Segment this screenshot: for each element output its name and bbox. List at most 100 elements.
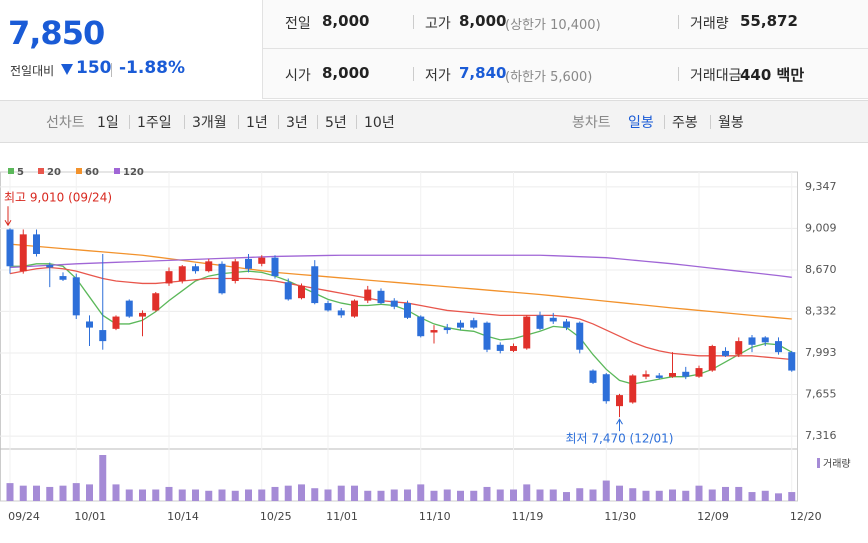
candle-body xyxy=(298,285,305,299)
volume-bar xyxy=(218,489,226,501)
candle-body xyxy=(536,315,544,329)
volume-bar xyxy=(72,483,80,501)
candle-body xyxy=(324,303,332,311)
tab[interactable]: 3년 xyxy=(286,115,308,131)
tab[interactable]: 주봉 xyxy=(672,115,698,131)
volume-bar xyxy=(602,480,610,501)
summary-label: 전일 xyxy=(285,16,311,32)
volume-bar xyxy=(364,490,372,501)
candle-body xyxy=(19,234,27,272)
candle-body xyxy=(205,261,213,272)
summary-label: 저가 xyxy=(425,68,451,84)
tab[interactable]: 5년 xyxy=(325,115,347,131)
x-tick-label: 09/24 xyxy=(8,510,40,523)
summary-label: 거래량 xyxy=(690,16,729,32)
volume-bar xyxy=(708,489,716,501)
divider xyxy=(413,67,414,81)
ma-line xyxy=(9,254,792,278)
candle-body xyxy=(125,300,133,317)
tab[interactable]: 10년 xyxy=(364,115,395,131)
volume-bar xyxy=(192,489,199,501)
annotation-high: 최고 9,010 (09/24) xyxy=(4,191,112,205)
volume-bar xyxy=(125,489,133,501)
candle-body xyxy=(470,320,478,328)
volume-bar xyxy=(775,493,782,501)
volume-bar xyxy=(748,492,756,501)
candle-body xyxy=(152,293,160,311)
y-tick-label: 7,316 xyxy=(805,429,837,442)
candle-body xyxy=(351,300,358,317)
volume-bar xyxy=(19,485,27,501)
tab[interactable]: 일봉 xyxy=(628,115,654,131)
candle-body xyxy=(245,258,252,269)
down-icon xyxy=(61,64,73,75)
volume-bar xyxy=(510,489,517,501)
volume-bar xyxy=(324,489,332,501)
x-tick-label: 11/10 xyxy=(419,510,451,523)
volume-bar xyxy=(178,489,186,501)
legend-swatch xyxy=(8,168,14,174)
candle-body xyxy=(669,373,676,377)
summary-note: (상한가 10,400) xyxy=(505,18,601,33)
candle-body xyxy=(748,337,756,345)
candle-body xyxy=(616,395,623,407)
volume-bar xyxy=(589,489,597,501)
volume-bar xyxy=(682,490,690,501)
candle-body xyxy=(364,289,372,301)
divider xyxy=(413,15,414,29)
candle-body xyxy=(496,344,504,351)
volume-bar xyxy=(152,489,160,501)
tab[interactable]: 1일 xyxy=(97,115,119,131)
volume-bar xyxy=(6,483,14,501)
candle-body xyxy=(46,265,54,268)
volume-bar xyxy=(46,486,54,501)
candle-body xyxy=(483,322,491,350)
divider xyxy=(356,115,357,129)
candle-body xyxy=(655,375,663,378)
volume-bar xyxy=(457,490,464,501)
legend-label: 120 xyxy=(123,167,144,178)
y-tick-label: 8,332 xyxy=(805,304,837,317)
legend-swatch xyxy=(76,168,82,174)
volume-bar xyxy=(563,492,570,501)
ma-line xyxy=(9,243,792,320)
change-label: 전일대비 xyxy=(10,64,55,78)
candle-body xyxy=(682,371,690,377)
legend-label: 20 xyxy=(47,167,61,178)
tab[interactable]: 1년 xyxy=(246,115,268,131)
candle-body xyxy=(589,370,597,383)
volume-bar xyxy=(298,484,305,501)
volume-bar xyxy=(59,485,67,501)
tab[interactable]: 1주일 xyxy=(137,115,172,131)
candle-body xyxy=(735,341,743,355)
x-tick-label: 10/14 xyxy=(167,510,199,523)
volume-bar xyxy=(86,484,93,501)
divider xyxy=(278,115,279,129)
summary-label: 거래대금 xyxy=(690,68,742,84)
divider xyxy=(710,115,711,129)
legend-swatch xyxy=(114,168,120,174)
volume-bar xyxy=(470,490,478,501)
candle-body xyxy=(165,271,173,284)
volume-bar xyxy=(629,488,637,501)
tab[interactable]: 월봉 xyxy=(718,115,744,131)
plot-frame xyxy=(0,171,798,502)
candle-body xyxy=(457,322,464,328)
candle-body xyxy=(708,346,716,371)
x-tick-label: 11/19 xyxy=(512,510,544,523)
x-tick-label: 10/01 xyxy=(74,510,106,523)
candle-body xyxy=(6,229,14,267)
candle-body xyxy=(523,316,531,349)
volume-bar xyxy=(695,485,703,501)
y-tick-label: 9,347 xyxy=(805,180,837,193)
volume-bar xyxy=(271,486,279,501)
volume-bar xyxy=(549,489,557,501)
volume-bar xyxy=(576,488,584,501)
candle-body xyxy=(443,327,451,331)
volume-bar xyxy=(642,490,650,501)
volume-bar xyxy=(284,485,292,501)
candle-body xyxy=(563,321,570,328)
tab-label: 선차트 xyxy=(46,115,85,131)
volume-bar xyxy=(377,490,385,501)
tab[interactable]: 3개월 xyxy=(192,115,227,131)
